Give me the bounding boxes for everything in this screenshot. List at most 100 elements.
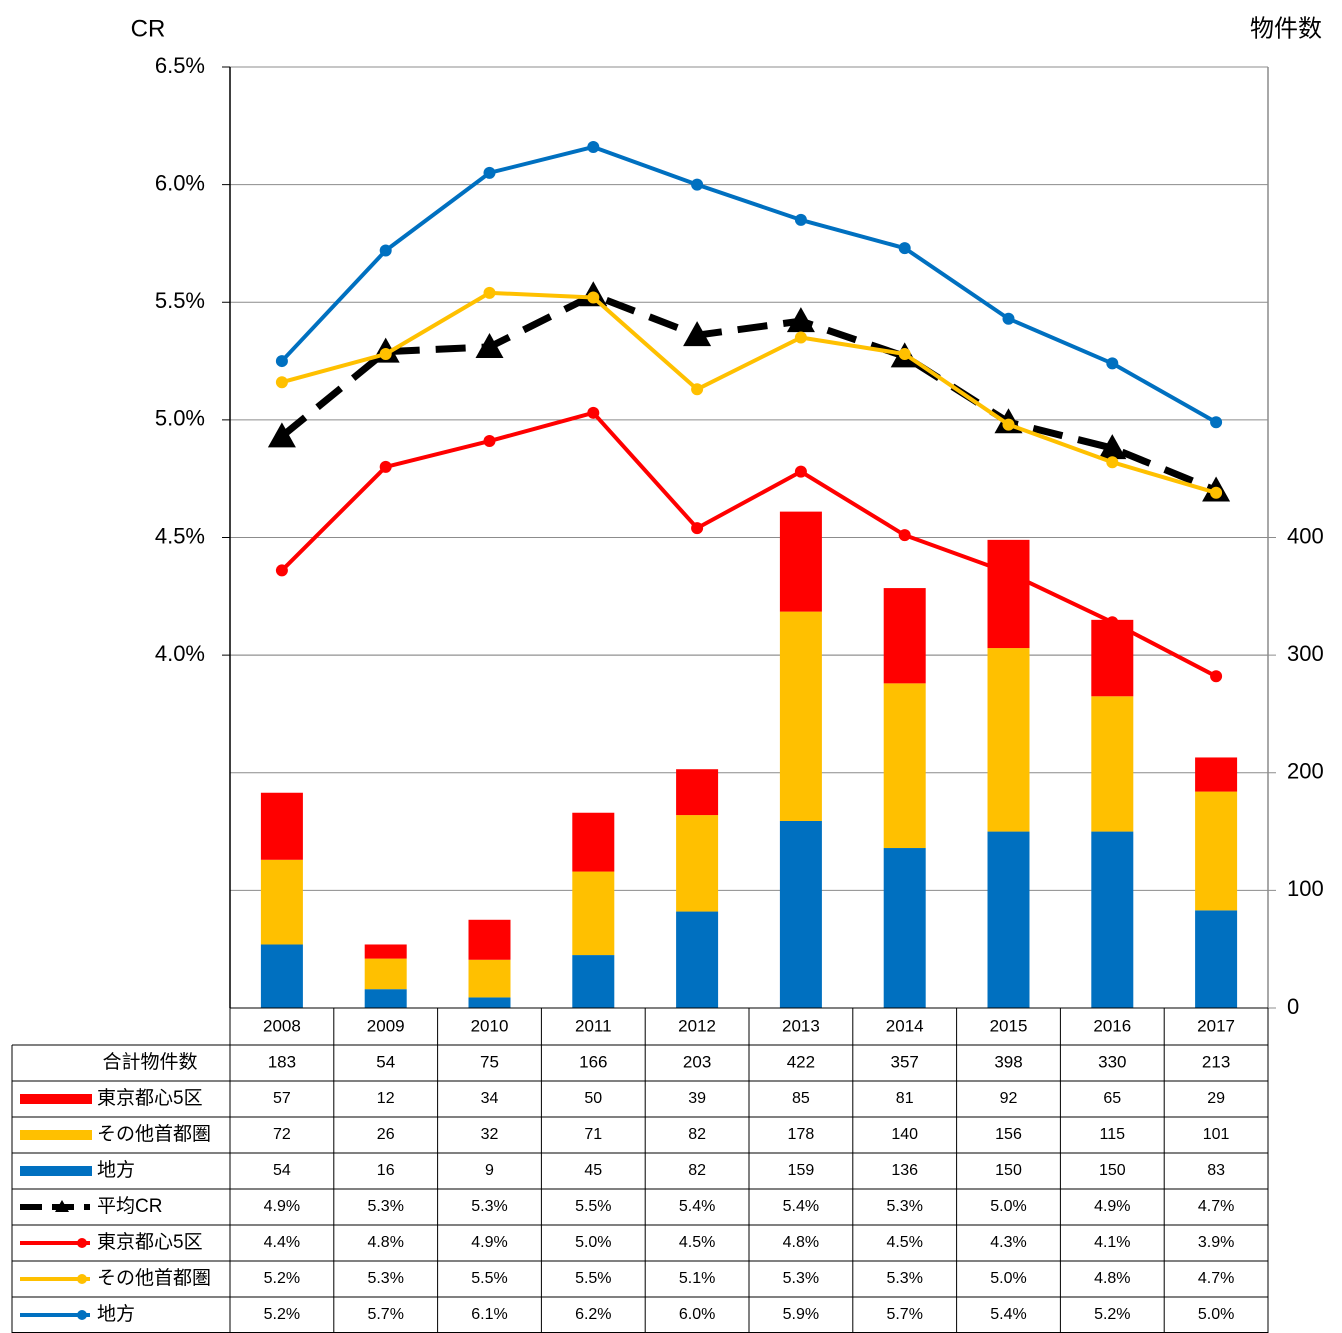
table-cell: 16	[377, 1162, 395, 1179]
table-cell: 5.3%	[886, 1198, 922, 1215]
table-cell: 5.2%	[264, 1306, 300, 1323]
legend-label: 平均CR	[97, 1195, 162, 1217]
y-tick-label: 4.5%	[155, 523, 205, 548]
x-tick-label: 2012	[678, 1016, 716, 1035]
y2-tick-label: 200	[1287, 759, 1324, 784]
table-cell: 4.5%	[679, 1234, 715, 1251]
line-marker	[275, 376, 288, 389]
table-cell: 12	[377, 1090, 395, 1107]
line	[280, 144, 1218, 424]
table-cell: 4.7%	[1198, 1198, 1234, 1215]
bar	[1091, 619, 1134, 697]
table-cell: 159	[788, 1162, 815, 1179]
legend-marker	[77, 1274, 87, 1284]
table-cell: 26	[377, 1126, 395, 1143]
line-marker	[379, 460, 392, 473]
table-cell: 5.0%	[575, 1234, 611, 1251]
bar	[260, 944, 303, 1008]
line-marker	[1106, 357, 1119, 370]
legend-label: その他首都圏	[97, 1267, 211, 1289]
bar	[676, 769, 719, 816]
table-cell: 4.8%	[367, 1234, 403, 1251]
bar	[987, 648, 1030, 832]
line-marker	[691, 178, 704, 191]
table-cell: 72	[273, 1126, 291, 1143]
legend-label: 地方	[97, 1303, 135, 1325]
bar	[883, 588, 926, 684]
table-cell: 34	[481, 1090, 499, 1107]
x-tick-label: 2011	[575, 1016, 612, 1035]
legend-label: その他首都圏	[97, 1123, 211, 1145]
line-marker	[587, 406, 600, 419]
line-marker	[1210, 416, 1223, 429]
x-tick-label: 2013	[782, 1016, 820, 1035]
bar	[1091, 696, 1134, 832]
table-cell: 357	[891, 1052, 919, 1071]
bar	[260, 859, 303, 945]
table-cell: 5.5%	[575, 1270, 611, 1287]
x-tick-label: 2008	[263, 1016, 301, 1035]
table-cell: 398	[994, 1052, 1022, 1071]
table-cell: 213	[1202, 1052, 1230, 1071]
y-tick-label: 5.0%	[155, 406, 205, 431]
table-cell: 57	[273, 1090, 291, 1107]
legend-swatch	[20, 1094, 92, 1104]
line-marker	[483, 286, 496, 299]
legend-label: 地方	[97, 1159, 135, 1181]
x-tick-label: 2016	[1093, 1016, 1131, 1035]
table-cell: 5.2%	[264, 1270, 300, 1287]
line-marker	[1210, 670, 1223, 683]
y2-tick-label: 100	[1287, 876, 1324, 901]
line-marker	[379, 244, 392, 257]
bar	[1195, 791, 1238, 911]
bar	[468, 997, 511, 1008]
line-marker	[587, 291, 600, 304]
table-cell: 81	[896, 1090, 914, 1107]
bar	[572, 812, 615, 872]
bar	[468, 919, 511, 960]
table-cell: 136	[891, 1162, 918, 1179]
table-cell: 29	[1207, 1090, 1225, 1107]
x-tick-label: 2009	[367, 1016, 405, 1035]
table-cell: 5.3%	[783, 1270, 819, 1287]
table-cell: 83	[1207, 1162, 1225, 1179]
table-cell: 39	[688, 1090, 706, 1107]
y-tick-label: 4.0%	[155, 641, 205, 666]
x-tick-label: 2010	[471, 1016, 509, 1035]
legend-swatch	[20, 1166, 92, 1176]
table-cell: 4.8%	[783, 1234, 819, 1251]
line-marker	[1002, 566, 1015, 579]
table-cell: 115	[1100, 1126, 1126, 1143]
table-cell: 6.1%	[471, 1306, 507, 1323]
bar	[779, 611, 822, 821]
line-marker	[898, 242, 911, 255]
y2-tick-label: 300	[1287, 641, 1324, 666]
line-marker	[475, 332, 504, 358]
table-cell: 5.9%	[783, 1306, 819, 1323]
table-cell: 4.4%	[264, 1234, 300, 1251]
table-cell: 54	[273, 1162, 291, 1179]
table-cell: 82	[688, 1162, 706, 1179]
table-cell: 5.3%	[367, 1270, 403, 1287]
line-marker	[1098, 434, 1127, 460]
table-cell: 4.5%	[886, 1234, 922, 1251]
bar	[1195, 757, 1238, 792]
line-marker	[794, 213, 807, 226]
table-cell: 5.7%	[367, 1306, 403, 1323]
line	[280, 410, 1218, 679]
line-marker	[267, 422, 296, 448]
bar	[676, 911, 719, 1008]
table-cell: 178	[788, 1126, 815, 1143]
table-cell: 45	[584, 1162, 602, 1179]
legend-marker	[55, 1200, 69, 1212]
table-cell: 156	[995, 1126, 1022, 1143]
table-cell: 5.4%	[679, 1198, 715, 1215]
table-cell: 85	[792, 1090, 810, 1107]
bar	[779, 820, 822, 1008]
table-cell: 4.9%	[1094, 1198, 1130, 1215]
bar	[779, 511, 822, 612]
bar	[364, 944, 407, 959]
line-marker	[587, 140, 600, 153]
line-marker	[794, 331, 807, 344]
table-cell: 166	[579, 1052, 607, 1071]
